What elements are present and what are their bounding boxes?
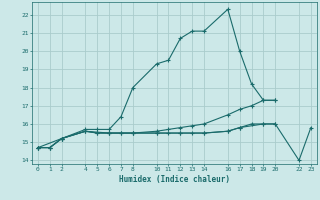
X-axis label: Humidex (Indice chaleur): Humidex (Indice chaleur) — [119, 175, 230, 184]
